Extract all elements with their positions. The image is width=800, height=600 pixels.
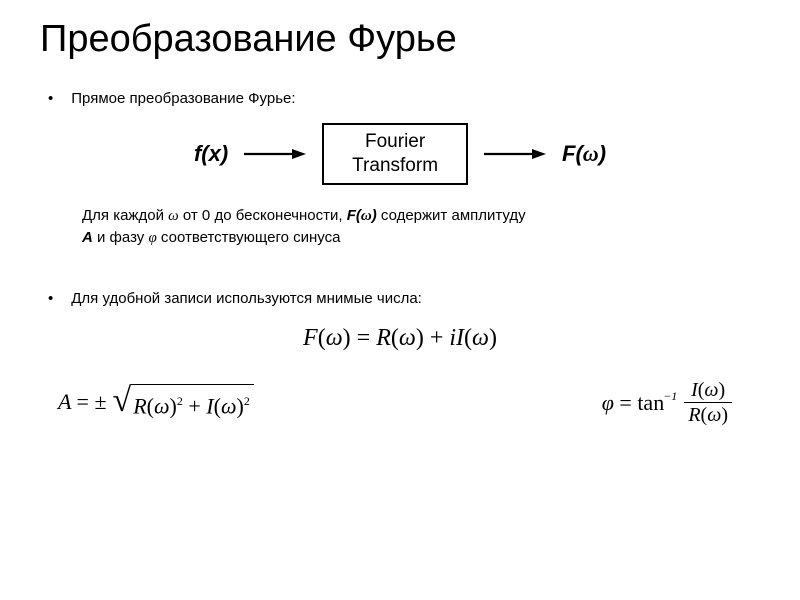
exp-phi: φ [148,230,156,246]
explain-block: Для каждой ω от 0 до бесконечности, F(ω)… [82,205,760,249]
diagram-output-fn: F(ω) [562,141,606,167]
sqrt-icon: √ R(ω)2 + I(ω)2 [113,384,254,421]
exp-2b: соответствующего синуса [157,229,341,246]
out-close: ) [599,141,606,166]
exp-c: содержит амплитуду [377,207,526,224]
exp-omega: ω [168,208,179,224]
slide-title: Преобразование Фурье [40,18,760,61]
bullet-2-text: Для удобной записи используются мнимые ч… [71,289,422,309]
eqA-body: R(ω)2 + I(ω)2 [131,384,254,421]
diagram-input-fn: f(x) [194,141,228,167]
out-omega: ω [583,141,599,166]
equation-1: F(ω) = R(ω) + iI(ω) [40,325,760,352]
bullet-dot: • [48,289,53,309]
fourier-diagram: f(x) Fourier Transform F(ω) [40,123,760,185]
eq1-text: F(ω) = R(ω) + iI(ω) [303,325,497,351]
exp-2a: и фазу [93,229,149,246]
bullet-1-row: • Прямое преобразование Фурье: [48,89,760,109]
exp-b: от 0 до бесконечности, [179,207,347,224]
eqPhi-lhs: φ = tan−1 [602,390,679,416]
exp-A: A [82,229,93,246]
fraction: I(ω) R(ω) [684,378,732,427]
arrow-icon [484,147,546,161]
out-F: F( [562,141,583,166]
equation-phase: φ = tan−1 I(ω) R(ω) [602,378,732,427]
frac-num: I(ω) [687,378,729,402]
arrow-icon [244,147,306,161]
equation-amplitude: A = ± √ R(ω)2 + I(ω)2 [58,384,254,421]
box-line-1: Fourier [352,130,438,154]
bullet-2-row: • Для удобной записи используются мнимые… [48,289,760,309]
bullet-dot: • [48,89,53,109]
equation-row-2: A = ± √ R(ω)2 + I(ω)2 φ = tan−1 I(ω) R(ω… [40,378,760,427]
eqA-lhs: A = ± [58,389,107,415]
fourier-box: Fourier Transform [322,123,468,185]
exp-a: Для каждой [82,207,168,224]
frac-den: R(ω) [684,402,732,427]
exp-Fom: ω [361,208,372,224]
bullet-1-text: Прямое преобразование Фурье: [71,89,295,109]
box-line-2: Transform [352,154,438,178]
exp-F: F( [347,207,361,224]
